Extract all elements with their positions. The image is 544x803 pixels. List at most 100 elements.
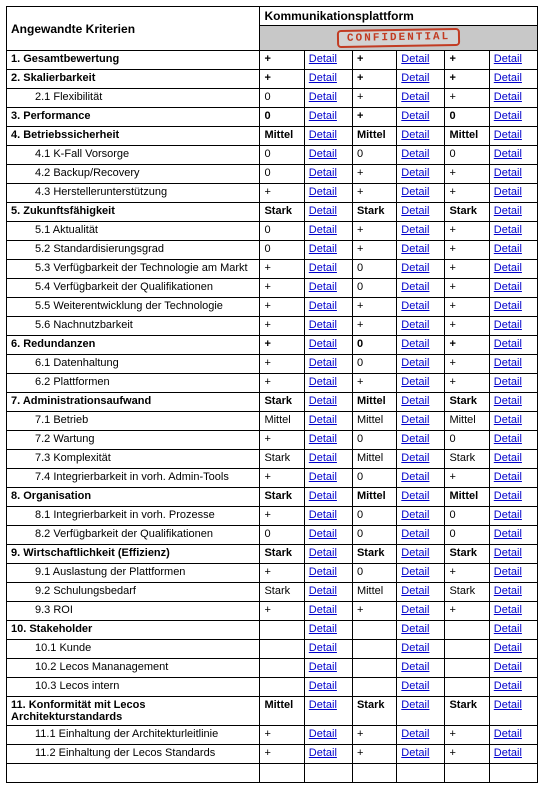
detail-link[interactable]: Detail: [494, 623, 522, 635]
detail-link[interactable]: Detail: [401, 623, 429, 635]
detail-link[interactable]: Detail: [309, 414, 337, 426]
detail-link[interactable]: Detail: [309, 452, 337, 464]
detail-link[interactable]: Detail: [401, 547, 429, 559]
detail-link[interactable]: Detail: [309, 585, 337, 597]
detail-link[interactable]: Detail: [494, 747, 522, 759]
detail-link[interactable]: Detail: [309, 566, 337, 578]
detail-link[interactable]: Detail: [401, 566, 429, 578]
detail-link[interactable]: Detail: [401, 680, 429, 692]
detail-link[interactable]: Detail: [494, 91, 522, 103]
detail-link[interactable]: Detail: [401, 319, 429, 331]
detail-link[interactable]: Detail: [401, 91, 429, 103]
detail-link[interactable]: Detail: [401, 433, 429, 445]
detail-link[interactable]: Detail: [309, 509, 337, 521]
detail-link[interactable]: Detail: [494, 72, 522, 84]
detail-link[interactable]: Detail: [494, 376, 522, 388]
detail-link[interactable]: Detail: [401, 224, 429, 236]
detail-link[interactable]: Detail: [309, 319, 337, 331]
detail-link[interactable]: Detail: [309, 148, 337, 160]
detail-link[interactable]: Detail: [309, 604, 337, 616]
detail-link[interactable]: Detail: [309, 300, 337, 312]
detail-link[interactable]: Detail: [401, 53, 429, 65]
detail-link[interactable]: Detail: [494, 338, 522, 350]
detail-link[interactable]: Detail: [309, 224, 337, 236]
detail-link[interactable]: Detail: [401, 471, 429, 483]
detail-link[interactable]: Detail: [309, 357, 337, 369]
detail-link[interactable]: Detail: [401, 414, 429, 426]
detail-link[interactable]: Detail: [494, 566, 522, 578]
detail-link[interactable]: Detail: [494, 433, 522, 445]
detail-link[interactable]: Detail: [309, 490, 337, 502]
detail-link[interactable]: Detail: [309, 205, 337, 217]
detail-link[interactable]: Detail: [494, 300, 522, 312]
detail-link[interactable]: Detail: [309, 642, 337, 654]
detail-link[interactable]: Detail: [494, 547, 522, 559]
detail-link[interactable]: Detail: [401, 338, 429, 350]
detail-link[interactable]: Detail: [309, 262, 337, 274]
detail-link[interactable]: Detail: [401, 357, 429, 369]
detail-link[interactable]: Detail: [309, 129, 337, 141]
detail-link[interactable]: Detail: [401, 262, 429, 274]
detail-link[interactable]: Detail: [309, 747, 337, 759]
detail-link[interactable]: Detail: [401, 395, 429, 407]
detail-link[interactable]: Detail: [494, 699, 522, 711]
detail-link[interactable]: Detail: [309, 72, 337, 84]
detail-link[interactable]: Detail: [494, 728, 522, 740]
detail-link[interactable]: Detail: [401, 604, 429, 616]
detail-link[interactable]: Detail: [401, 205, 429, 217]
detail-link[interactable]: Detail: [401, 452, 429, 464]
detail-link[interactable]: Detail: [309, 528, 337, 540]
detail-link[interactable]: Detail: [401, 281, 429, 293]
detail-link[interactable]: Detail: [309, 281, 337, 293]
detail-link[interactable]: Detail: [309, 91, 337, 103]
detail-link[interactable]: Detail: [401, 528, 429, 540]
detail-link[interactable]: Detail: [309, 110, 337, 122]
detail-link[interactable]: Detail: [309, 376, 337, 388]
detail-link[interactable]: Detail: [494, 414, 522, 426]
detail-link[interactable]: Detail: [494, 357, 522, 369]
detail-link[interactable]: Detail: [309, 395, 337, 407]
detail-link[interactable]: Detail: [494, 148, 522, 160]
detail-link[interactable]: Detail: [494, 186, 522, 198]
detail-link[interactable]: Detail: [401, 490, 429, 502]
detail-link[interactable]: Detail: [494, 490, 522, 502]
detail-link[interactable]: Detail: [494, 319, 522, 331]
detail-link[interactable]: Detail: [401, 509, 429, 521]
detail-link[interactable]: Detail: [494, 680, 522, 692]
detail-link[interactable]: Detail: [309, 699, 337, 711]
detail-link[interactable]: Detail: [494, 205, 522, 217]
detail-link[interactable]: Detail: [494, 224, 522, 236]
detail-link[interactable]: Detail: [494, 585, 522, 597]
detail-link[interactable]: Detail: [401, 376, 429, 388]
detail-link[interactable]: Detail: [494, 471, 522, 483]
detail-link[interactable]: Detail: [309, 167, 337, 179]
detail-link[interactable]: Detail: [309, 471, 337, 483]
detail-link[interactable]: Detail: [401, 243, 429, 255]
detail-link[interactable]: Detail: [494, 604, 522, 616]
detail-link[interactable]: Detail: [494, 262, 522, 274]
detail-link[interactable]: Detail: [309, 433, 337, 445]
detail-link[interactable]: Detail: [401, 110, 429, 122]
detail-link[interactable]: Detail: [401, 747, 429, 759]
detail-link[interactable]: Detail: [401, 186, 429, 198]
detail-link[interactable]: Detail: [494, 452, 522, 464]
detail-link[interactable]: Detail: [401, 148, 429, 160]
detail-link[interactable]: Detail: [401, 699, 429, 711]
detail-link[interactable]: Detail: [494, 110, 522, 122]
detail-link[interactable]: Detail: [494, 167, 522, 179]
detail-link[interactable]: Detail: [309, 338, 337, 350]
detail-link[interactable]: Detail: [401, 661, 429, 673]
detail-link[interactable]: Detail: [309, 728, 337, 740]
detail-link[interactable]: Detail: [494, 281, 522, 293]
detail-link[interactable]: Detail: [494, 243, 522, 255]
detail-link[interactable]: Detail: [494, 129, 522, 141]
detail-link[interactable]: Detail: [494, 395, 522, 407]
detail-link[interactable]: Detail: [401, 129, 429, 141]
detail-link[interactable]: Detail: [401, 167, 429, 179]
detail-link[interactable]: Detail: [494, 509, 522, 521]
detail-link[interactable]: Detail: [401, 585, 429, 597]
detail-link[interactable]: Detail: [309, 547, 337, 559]
detail-link[interactable]: Detail: [401, 72, 429, 84]
detail-link[interactable]: Detail: [309, 661, 337, 673]
detail-link[interactable]: Detail: [309, 186, 337, 198]
